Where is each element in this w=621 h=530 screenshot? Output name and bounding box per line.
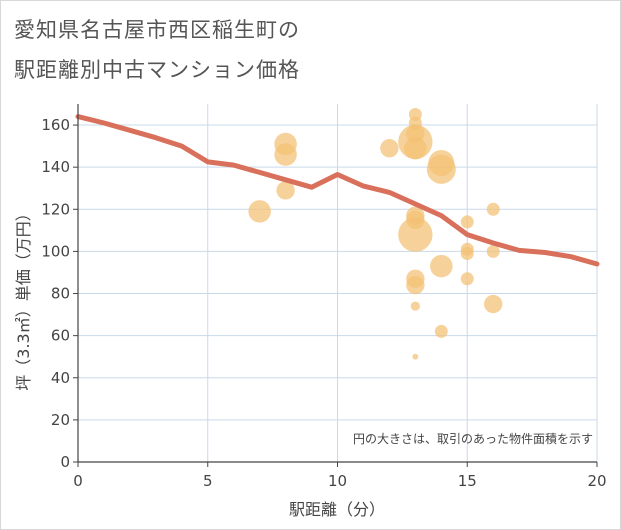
x-tick-label: 5 bbox=[203, 472, 213, 490]
y-tick-label: 100 bbox=[41, 242, 70, 260]
x-tick-label: 20 bbox=[587, 472, 606, 490]
bubble bbox=[276, 181, 295, 200]
bubble bbox=[460, 247, 474, 261]
y-tick-label: 120 bbox=[41, 200, 70, 218]
chart-title-line-2: 駅距離別中古マンション価格 bbox=[14, 58, 300, 82]
bubble bbox=[460, 215, 474, 229]
y-tick-label: 20 bbox=[51, 411, 70, 429]
gridlines bbox=[78, 104, 598, 462]
trend-line-group bbox=[75, 114, 600, 267]
y-tick-label: 60 bbox=[51, 327, 70, 345]
y-tick-label: 160 bbox=[41, 116, 70, 134]
chart-title-line-1: 愛知県名古屋市西区稲生町の bbox=[14, 18, 300, 42]
bubble bbox=[404, 136, 427, 160]
x-tick-label: 0 bbox=[73, 472, 83, 490]
bubble bbox=[398, 217, 433, 252]
bubble bbox=[274, 143, 297, 166]
x-tick-label: 10 bbox=[328, 472, 347, 490]
y-tick-label: 0 bbox=[60, 453, 70, 471]
bubble bbox=[484, 294, 503, 314]
y-tick-label: 40 bbox=[51, 369, 70, 387]
bubbles bbox=[248, 108, 503, 360]
bubble bbox=[460, 272, 474, 286]
y-axis-label: 坪（3.3㎡）単価（万円） bbox=[14, 205, 33, 390]
bubble bbox=[248, 200, 271, 223]
bubble bbox=[486, 244, 500, 258]
bubble bbox=[380, 139, 399, 158]
trend-line bbox=[75, 114, 600, 267]
bubble bbox=[434, 324, 448, 338]
bubble bbox=[430, 254, 453, 278]
bubble bbox=[412, 353, 419, 360]
bubble bbox=[410, 301, 420, 311]
x-tick-label: 15 bbox=[458, 472, 477, 490]
y-tick-label: 140 bbox=[41, 158, 70, 176]
chart-note: 円の大きさは、取引のあった物件面積を示す bbox=[353, 431, 593, 446]
bubble bbox=[426, 154, 456, 184]
axes: 0 20 40 60 80 100 120 140 160 0 5 10 15 20 bbox=[41, 104, 607, 490]
bubble bbox=[406, 275, 425, 295]
y-tick-label: 80 bbox=[51, 285, 70, 303]
bubble bbox=[486, 202, 500, 216]
x-axis-label: 駅距離（分） bbox=[289, 500, 385, 519]
